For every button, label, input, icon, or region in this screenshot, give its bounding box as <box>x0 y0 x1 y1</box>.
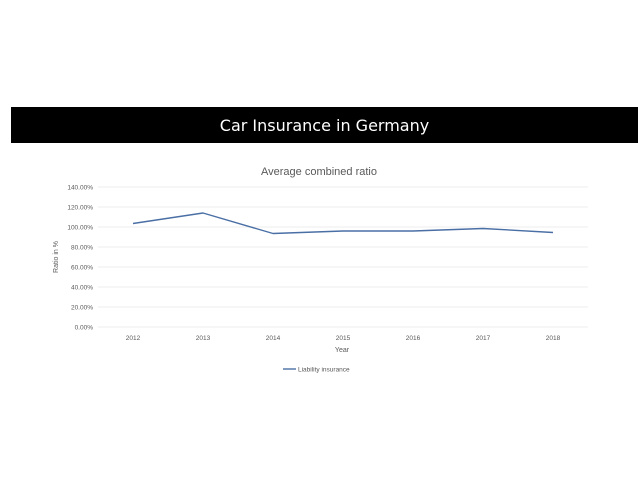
x-tick-label: 2015 <box>336 335 351 342</box>
y-tick-label: 60.00% <box>71 265 93 272</box>
line-chart: Average combined ratio 0.00% 20.00% 40.00%… <box>53 166 588 374</box>
y-tick-label: 80.00% <box>71 245 93 252</box>
y-tick-label: 140.00% <box>67 185 93 192</box>
series-line <box>132 212 554 235</box>
gridlines <box>98 186 588 328</box>
y-tick-label: 40.00% <box>71 285 93 292</box>
x-tick-label: 2016 <box>406 335 421 342</box>
y-tick-label: 20.00% <box>71 305 93 312</box>
y-tick-label: 100.00% <box>67 225 93 232</box>
x-tick-label: 2017 <box>476 335 491 342</box>
series-lines <box>132 212 554 235</box>
x-tick-label: 2013 <box>196 335 211 342</box>
legend: Liability insurance <box>283 367 350 374</box>
x-axis-label: Year <box>335 347 350 354</box>
y-tick-label: 120.00% <box>67 205 93 212</box>
x-tick-label: 2018 <box>546 335 561 342</box>
y-tick-label: 0.00% <box>75 325 94 332</box>
x-tick-label: 2012 <box>126 335 141 342</box>
chart-title: Average combined ratio <box>261 166 377 178</box>
legend-label: Liability insurance <box>298 367 350 374</box>
y-axis-label: Ratio in % <box>53 241 60 273</box>
y-tick-labels: 0.00% 20.00% 40.00% 60.00% 80.00% 100.00% 120.… <box>67 185 93 332</box>
x-tick-label: 2014 <box>266 335 281 342</box>
x-tick-labels: 2012 2013 2014 2015 2016 2017 2018 <box>126 335 561 342</box>
banner-title: Car Insurance in Germany <box>219 115 430 135</box>
title-banner: Car Insurance in Germany <box>11 107 638 143</box>
chart-container: Average combined ratio 0.00% 20.00% 40.00%… <box>0 150 638 390</box>
